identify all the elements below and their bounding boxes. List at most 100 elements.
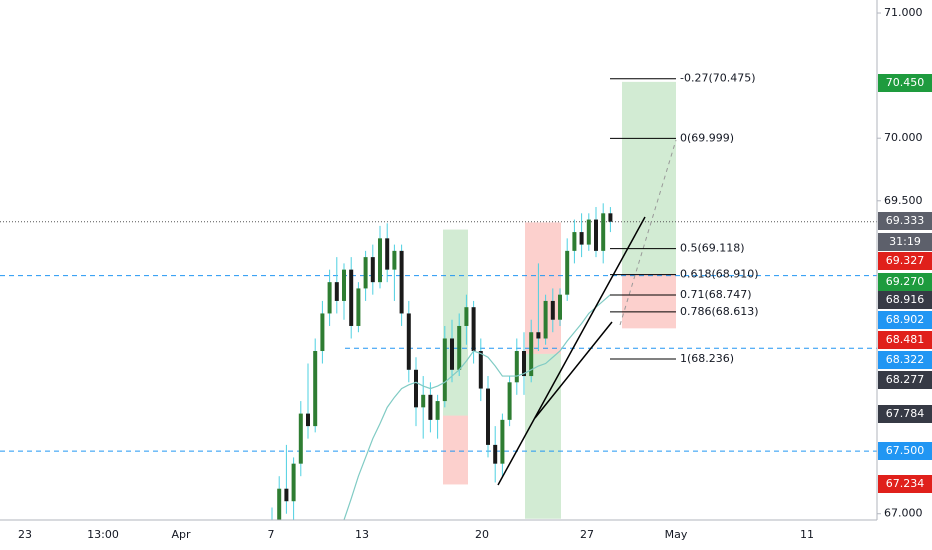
y-tick-label: 67.000 [884, 507, 923, 520]
price-badge-label: 69.270 [886, 275, 925, 288]
price-badge-label: 68.277 [886, 373, 925, 386]
y-tick-label: 71.000 [884, 6, 923, 19]
fib-label: 0.618(68.910) [680, 268, 759, 281]
price-badge [878, 252, 932, 270]
candle-body [536, 332, 541, 339]
price-badge-label: 68.322 [886, 353, 925, 366]
candle-body [543, 300, 548, 339]
fib-label: 1(68.236) [680, 352, 734, 365]
candle-body [284, 488, 289, 502]
candle-body [313, 351, 318, 427]
axes: 67.000 69.500 70.000 71.000 23 13:00 Apr 7 13 20 2… [18, 6, 932, 541]
y-tick-label: 69.500 [884, 194, 923, 207]
price-badge-label: 67.234 [886, 477, 925, 490]
candle-body [392, 250, 397, 270]
candle-body [435, 401, 440, 420]
x-tick-label: 11 [800, 528, 814, 541]
x-tick-label: 20 [475, 528, 489, 541]
price-badge [878, 233, 932, 251]
candle-body [550, 300, 555, 320]
price-badge-label: 67.500 [886, 444, 925, 457]
fib-label: 0.71(68.747) [680, 288, 752, 301]
candle-body [464, 307, 469, 326]
price-badge [878, 351, 932, 369]
fib-label: 0.786(68.613) [680, 305, 759, 318]
candle-body [342, 269, 346, 301]
trend-line [497, 216, 646, 486]
fib-label: 0(69.999) [680, 131, 734, 144]
candle-body [349, 269, 354, 326]
candle-body [385, 238, 390, 270]
trend-line [534, 321, 613, 419]
candle-body [414, 369, 418, 408]
candle-body [428, 394, 433, 420]
moving-average [343, 294, 611, 520]
candle-body [457, 325, 462, 370]
candle-body [486, 388, 490, 445]
profit-zone [443, 229, 468, 416]
price-badge-label: 67.784 [886, 407, 925, 420]
projection-line [619, 139, 677, 326]
price-badge-label: 69.333 [886, 214, 925, 227]
price-badge [878, 273, 932, 291]
candle-body [378, 238, 382, 283]
loss-zone [443, 415, 468, 485]
x-tick-label: May [665, 528, 688, 541]
drawings: -0.27(70.475) 0(69.999) 0.5(69.118) 0.618(6… [497, 72, 759, 486]
candle-body [334, 282, 339, 301]
x-tick-label: 13 [355, 528, 369, 541]
price-badge [878, 331, 932, 349]
candle-body [514, 351, 519, 383]
price-badge-label: 68.916 [886, 293, 925, 306]
price-badge-label: 31:19 [889, 235, 921, 248]
candle-body [507, 382, 512, 420]
candle-body [406, 313, 411, 370]
candle-body [471, 307, 476, 352]
candle-body [586, 219, 591, 245]
candle-body [298, 413, 303, 464]
candle-body [356, 288, 361, 326]
price-badge [878, 371, 932, 389]
candle-body [594, 219, 598, 251]
candle-body [608, 213, 613, 222]
candle-body [565, 250, 570, 295]
x-tick-label: 23 [18, 528, 32, 541]
candle-body [493, 444, 498, 464]
candle-body [572, 232, 577, 251]
candle-body [320, 313, 325, 352]
fib-label: -0.27(70.475) [680, 72, 756, 85]
x-tick-label: 13:00 [87, 528, 119, 541]
candle-body [558, 294, 562, 320]
candle-body [370, 257, 375, 283]
y-tick-label: 70.000 [884, 131, 923, 144]
price-badge [878, 311, 932, 329]
x-tick-label: 7 [268, 528, 275, 541]
x-tick-label: 27 [580, 528, 594, 541]
candle-body [277, 488, 282, 520]
candle-body [522, 351, 526, 377]
price-badge [878, 291, 932, 309]
price-badge [878, 212, 932, 230]
candle-body [291, 463, 296, 502]
candle-body [478, 351, 483, 389]
candle-body [529, 332, 534, 377]
x-tick-label: Apr [171, 528, 191, 541]
candle-body [579, 232, 584, 245]
price-badge-label: 68.902 [886, 313, 925, 326]
fib-label: 0.5(69.118) [680, 242, 745, 255]
loss-zone [622, 273, 676, 329]
candle-body [306, 413, 310, 427]
candle-body [500, 419, 505, 464]
price-badge-label: 69.327 [886, 254, 925, 267]
price-badge-label: 68.481 [886, 333, 925, 346]
candle-body [450, 338, 454, 370]
candle-body [601, 213, 606, 251]
price-badge [878, 475, 932, 493]
candle-body [399, 250, 404, 314]
price-badge-label: 70.450 [886, 76, 925, 89]
candle-body [327, 282, 332, 314]
candle-body [442, 338, 447, 402]
price-badge [878, 74, 932, 92]
